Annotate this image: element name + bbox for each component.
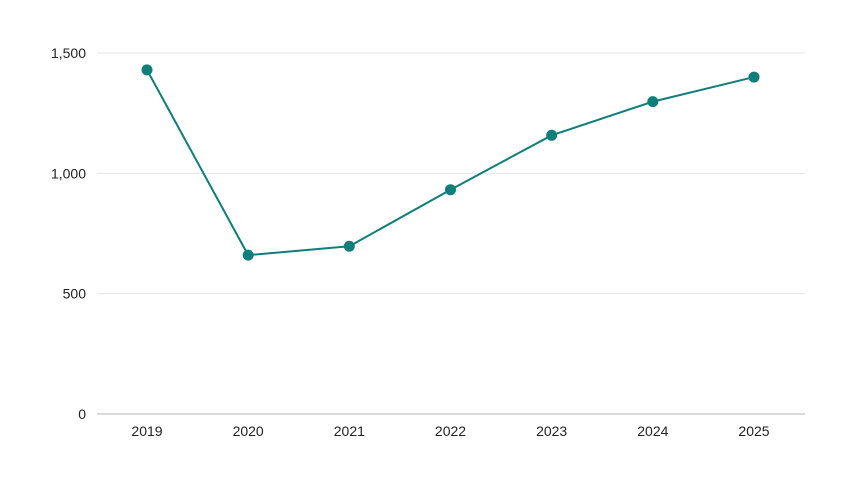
y-tick-label: 1,000 [51, 165, 86, 181]
data-point[interactable] [141, 64, 153, 76]
x-tick-label: 2019 [131, 423, 162, 439]
x-tick-label: 2023 [536, 423, 567, 439]
x-tick-label: 2025 [738, 423, 769, 439]
series [141, 64, 760, 261]
x-tick-label: 2021 [334, 423, 365, 439]
x-tick-label: 2024 [637, 423, 668, 439]
x-tick-label: 2020 [233, 423, 264, 439]
data-point[interactable] [647, 96, 659, 108]
grid-lines [97, 52, 805, 295]
data-point[interactable] [546, 129, 558, 141]
data-point[interactable] [343, 240, 355, 252]
y-tick-label: 0 [78, 406, 86, 422]
y-axis-ticks: 0 500 1,000 1,500 [51, 45, 86, 422]
series-line [146, 68, 755, 257]
x-tick-label: 2022 [435, 423, 466, 439]
y-tick-label: 500 [63, 286, 87, 302]
data-point[interactable] [748, 71, 760, 83]
y-tick-label: 1,500 [51, 45, 86, 61]
data-point[interactable] [242, 249, 254, 261]
data-point[interactable] [445, 184, 456, 196]
x-axis-ticks: 2019 2020 2021 2022 2023 2024 2025 [131, 423, 769, 439]
